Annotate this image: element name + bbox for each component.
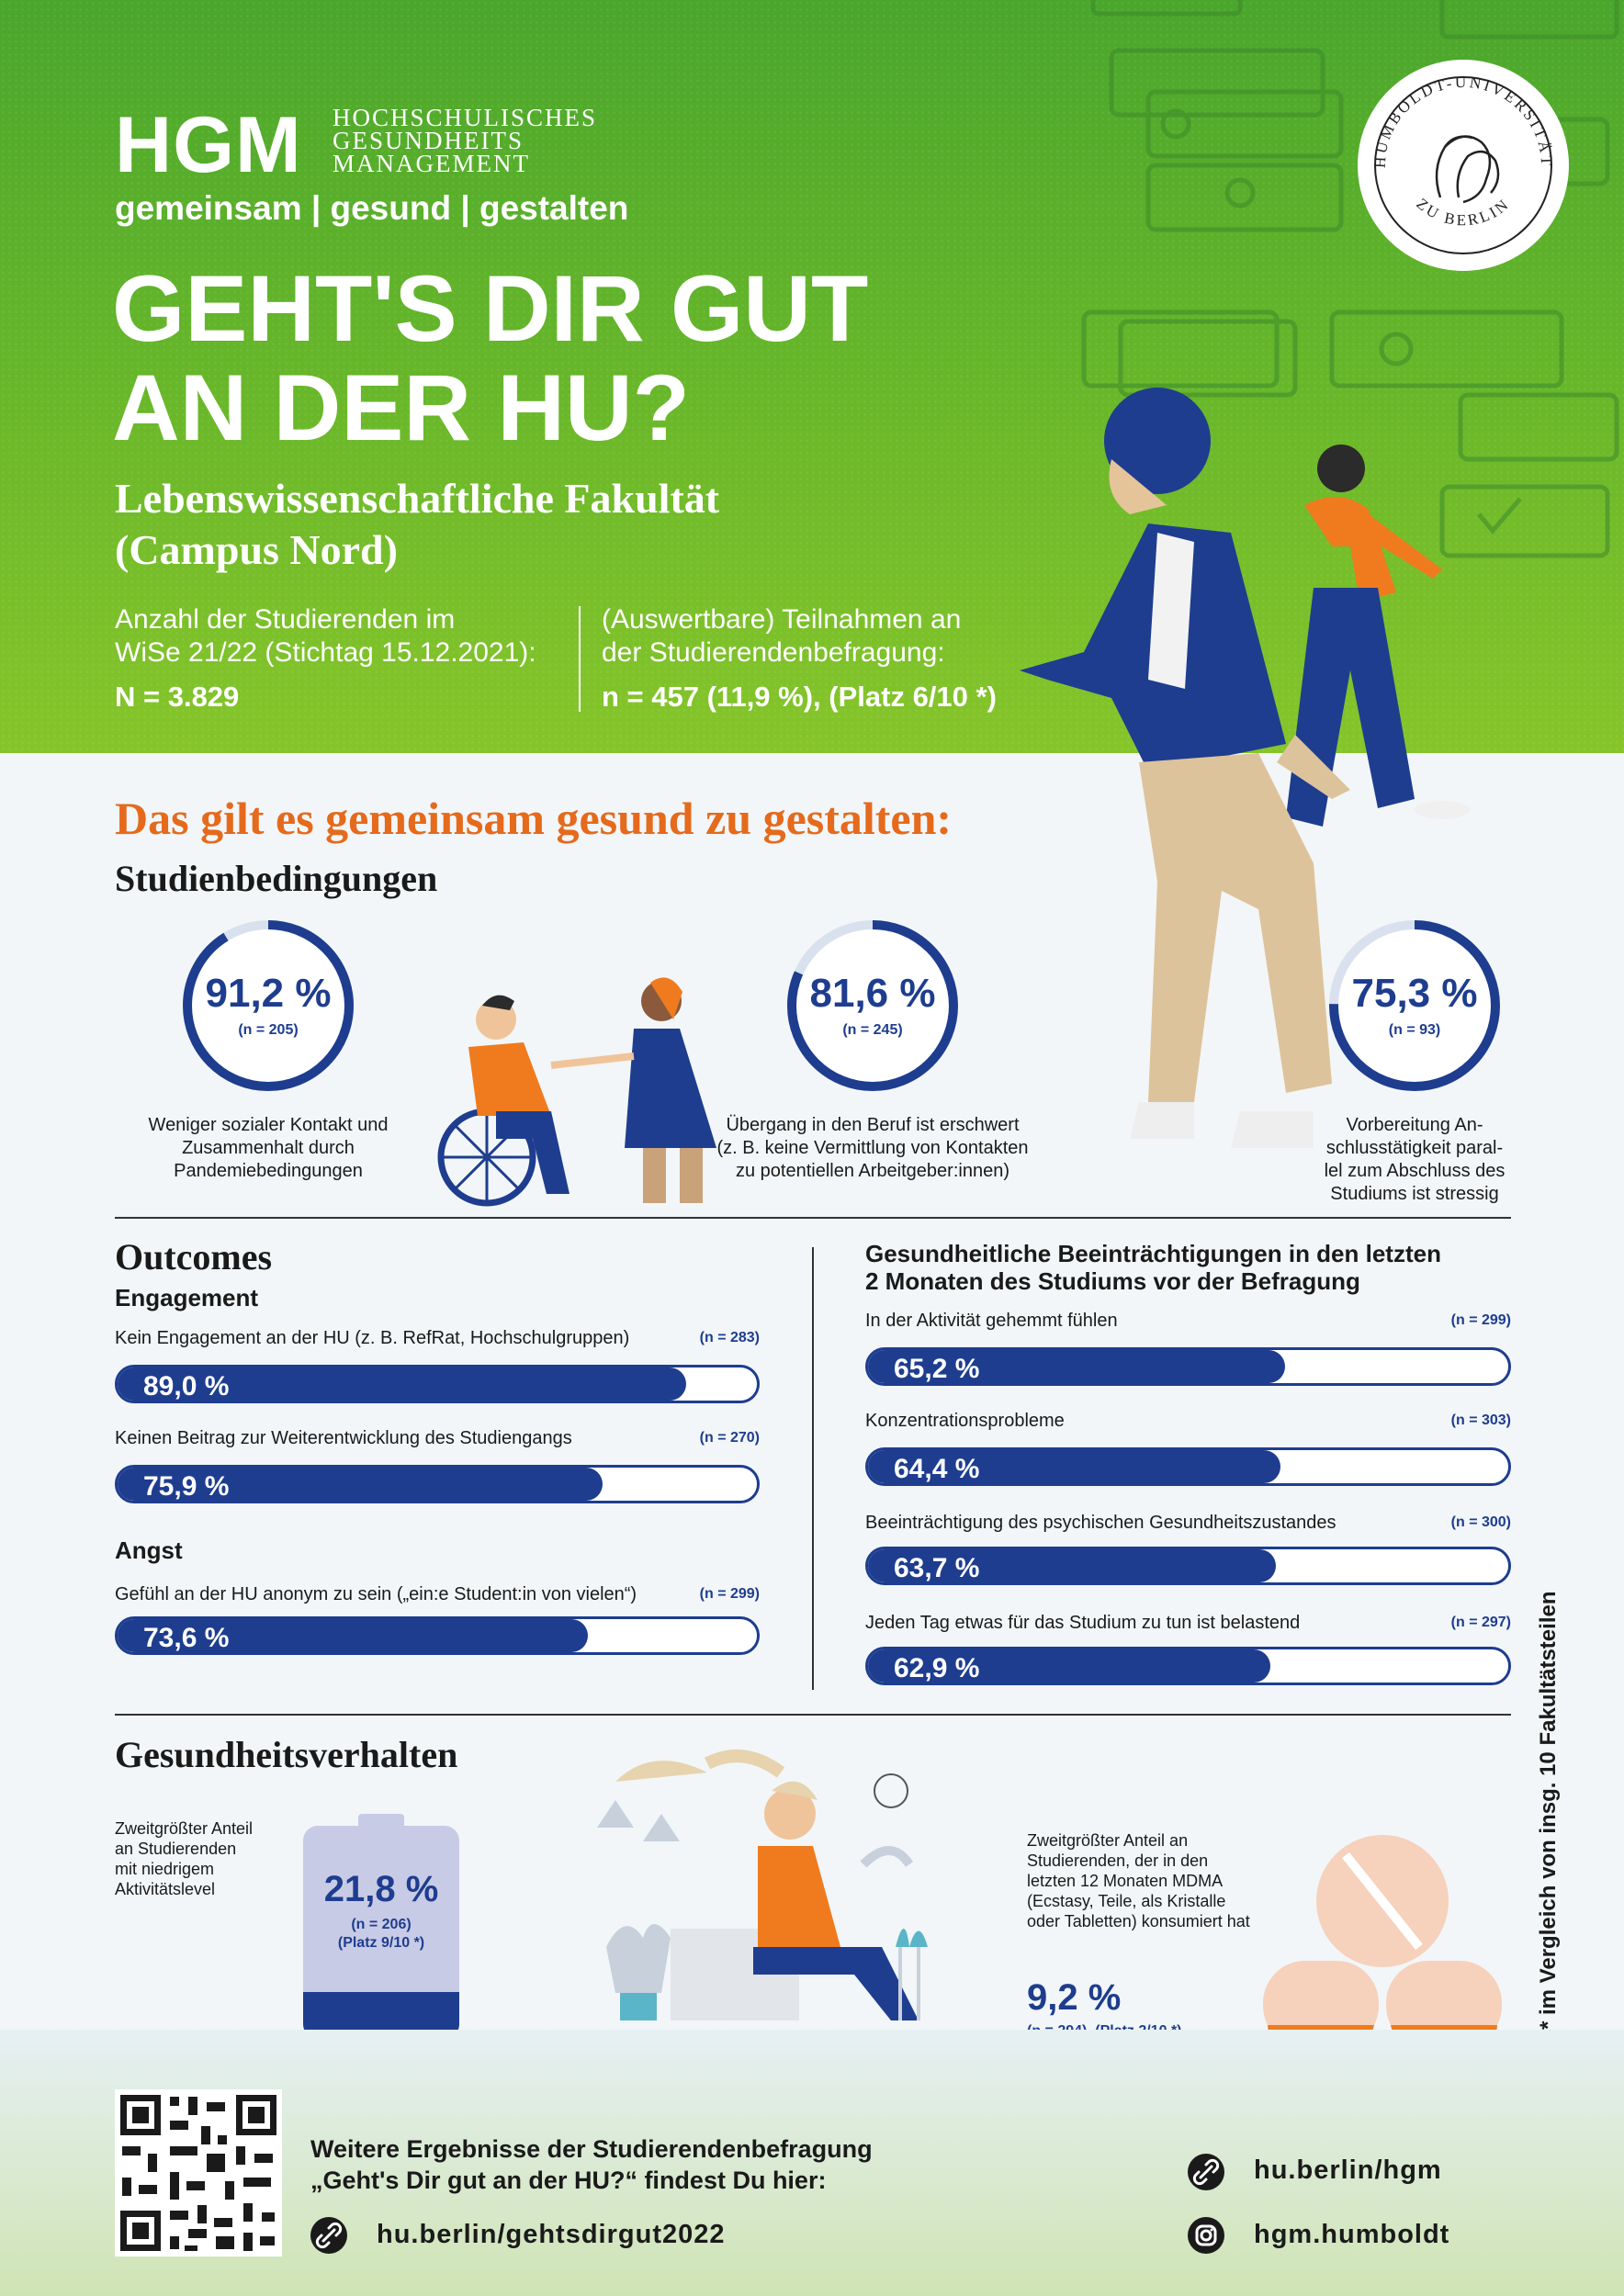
bar-label: Konzentrationsprobleme xyxy=(865,1411,1065,1431)
ring-sample-size: (n = 245) xyxy=(842,1022,903,1038)
ring-description-follow-up-stress: Vorbereitung An- schlusstätigkeit paral-… xyxy=(1324,1115,1506,1204)
bar-value: 65,2 % xyxy=(894,1354,980,1384)
stat-ring-social-contact: 91,2 % (n = 205) xyxy=(176,914,360,1097)
intro-heading: Das gilt es gemeinsam gesund zu gestalte… xyxy=(115,793,953,844)
header-banner xyxy=(0,0,1624,753)
mdma-value: 9,2 % xyxy=(1027,1977,1122,2018)
humboldt-university-seal: HUMBOLDT-UNIVERSITÄT ZU BERLIN xyxy=(1358,60,1569,271)
hgm-tagline: gemeinsam | gesund | gestalten xyxy=(115,189,629,227)
bar-value: 89,0 % xyxy=(143,1371,230,1401)
bar-fill xyxy=(868,1549,1276,1582)
bar-sample-size: (n = 297) xyxy=(1450,1615,1511,1630)
ring-value: 91,2 % xyxy=(205,971,332,1016)
page-title: GEHT'S DIR GUT AN DER HU? xyxy=(112,256,869,460)
column-divider xyxy=(812,1247,814,1690)
section-heading-outcomes: Outcomes xyxy=(115,1236,273,1277)
section-divider xyxy=(115,1217,1511,1219)
battery-activity-level: 21,8 % (n = 206) (Platz 9/10 *) xyxy=(303,1814,459,2039)
bar-label: Keinen Beitrag zur Weiterentwicklung des… xyxy=(115,1428,572,1448)
bar-sample-size: (n = 300) xyxy=(1450,1514,1511,1530)
comparison-footnote: * im Vergleich von insg. 10 Fakultätstei… xyxy=(1536,1591,1561,2031)
health-heading: Gesundheitliche Beeinträchtigungen in de… xyxy=(865,1240,1441,1295)
sitting-person-illustration xyxy=(597,1750,928,2020)
ring-value: 81,6 % xyxy=(809,971,936,1016)
svg-text:HUMBOLDT-UNIVERSITÄT: HUMBOLDT-UNIVERSITÄT xyxy=(1371,73,1555,169)
survey-results-link[interactable]: hu.berlin/gehtsdirgut2022 xyxy=(377,2220,726,2249)
pills-illustration xyxy=(1263,1835,1502,2048)
bar-value: 62,9 % xyxy=(894,1653,980,1683)
bar-value: 63,7 % xyxy=(894,1553,980,1583)
activity-description: Zweitgrößter Anteil an Studierenden mit … xyxy=(115,1819,254,1898)
bar-engagement: 89,0 % xyxy=(115,1365,760,1403)
bar-course-contribution: 75,9 % xyxy=(115,1465,760,1503)
bar-label: In der Aktivität gehemmt fühlen xyxy=(865,1311,1118,1331)
activity-value: 21,8 % xyxy=(323,1869,439,1909)
ring-sample-size: (n = 93) xyxy=(1388,1022,1441,1038)
bar-concentration: 64,4 % xyxy=(865,1447,1511,1486)
ring-description-career-transition: Übergang in den Beruf ist erschwert (z. … xyxy=(716,1115,1029,1181)
bar-label: Jeden Tag etwas für das Studium zu tun i… xyxy=(865,1613,1301,1633)
bar-sample-size: (n = 299) xyxy=(699,1586,760,1602)
bar-fill xyxy=(118,1619,589,1652)
student-count-value: N = 3.829 xyxy=(115,681,240,713)
bar-sample-size: (n = 303) xyxy=(1450,1412,1511,1428)
section-divider xyxy=(115,1714,1511,1716)
bar-fill xyxy=(868,1649,1271,1683)
faculty-name: Lebenswissenschaftliche Fakultät (Campus… xyxy=(115,475,720,573)
bar-value: 73,6 % xyxy=(143,1623,230,1653)
bar-label: Gefühl an der HU anonym zu sein („ein:e … xyxy=(115,1584,637,1604)
participation-value: n = 457 (11,9 %), (Platz 6/10 *) xyxy=(602,681,997,713)
bar-sample-size: (n = 270) xyxy=(699,1430,760,1446)
section-heading-studienbedingungen: Studienbedingungen xyxy=(115,858,438,899)
activity-rank: (Platz 9/10 *) xyxy=(337,1935,425,1951)
hgm-logo: HGM xyxy=(115,101,302,189)
subheading-angst: Angst xyxy=(115,1536,183,1564)
activity-sample-size: (n = 206) xyxy=(351,1917,412,1932)
ring-description-social-contact: Weniger sozialer Kontakt und Zusammenhal… xyxy=(148,1115,389,1181)
qr-code[interactable] xyxy=(115,2089,282,2257)
bar-fill xyxy=(118,1367,687,1401)
bar-activity-inhibited: 65,2 % xyxy=(865,1347,1511,1386)
bar-fill xyxy=(868,1350,1286,1383)
bar-sample-size: (n = 283) xyxy=(699,1330,760,1345)
bar-anonymity: 73,6 % xyxy=(115,1616,760,1655)
link-icon xyxy=(1188,2154,1224,2190)
bar-label: Beeinträchtigung des psychischen Gesundh… xyxy=(865,1513,1336,1533)
ring-value: 75,3 % xyxy=(1351,971,1478,1016)
bar-daily-study-burden: 62,9 % xyxy=(865,1647,1511,1685)
footer-text: Weitere Ergebnisse der Studierendenbefra… xyxy=(310,2135,873,2194)
bar-value: 75,9 % xyxy=(143,1471,230,1502)
bar-fill xyxy=(118,1468,603,1501)
hgm-website-link[interactable]: hu.berlin/hgm xyxy=(1254,2155,1442,2185)
stat-ring-follow-up-stress: 75,3 % (n = 93) xyxy=(1323,914,1506,1097)
bar-label: Kein Engagement an der HU (z. B. RefRat,… xyxy=(115,1328,630,1348)
stat-ring-career-transition: 81,6 % (n = 245) xyxy=(781,914,964,1097)
instagram-handle[interactable]: hgm.humboldt xyxy=(1254,2220,1450,2249)
wheelchair-people-illustration xyxy=(437,977,716,1207)
section-heading-gesundheitsverhalten: Gesundheitsverhalten xyxy=(115,1734,458,1775)
ring-sample-size: (n = 205) xyxy=(238,1022,299,1038)
hgm-logo-subtitle: HOCHSCHULISCHES GESUNDHEITS MANAGEMENT xyxy=(333,104,598,177)
bar-fill xyxy=(868,1450,1280,1483)
subheading-engagement: Engagement xyxy=(115,1284,259,1311)
student-count-label: Anzahl der Studierenden im WiSe 21/22 (S… xyxy=(115,604,536,668)
walking-people-illustration xyxy=(1020,388,1470,1148)
stat-divider xyxy=(579,606,581,712)
mdma-description: Zweitgrößter Anteil an Studierenden, der… xyxy=(1027,1831,1250,1930)
bar-mental-health: 63,7 % xyxy=(865,1547,1511,1585)
link-icon xyxy=(310,2217,347,2254)
bar-value: 64,4 % xyxy=(894,1454,980,1484)
participation-label: (Auswertbare) Teilnahmen an der Studiere… xyxy=(602,604,962,668)
bar-sample-size: (n = 299) xyxy=(1450,1312,1511,1328)
instagram-icon xyxy=(1188,2217,1224,2254)
svg-text:ZU BERLIN: ZU BERLIN xyxy=(1413,195,1513,229)
